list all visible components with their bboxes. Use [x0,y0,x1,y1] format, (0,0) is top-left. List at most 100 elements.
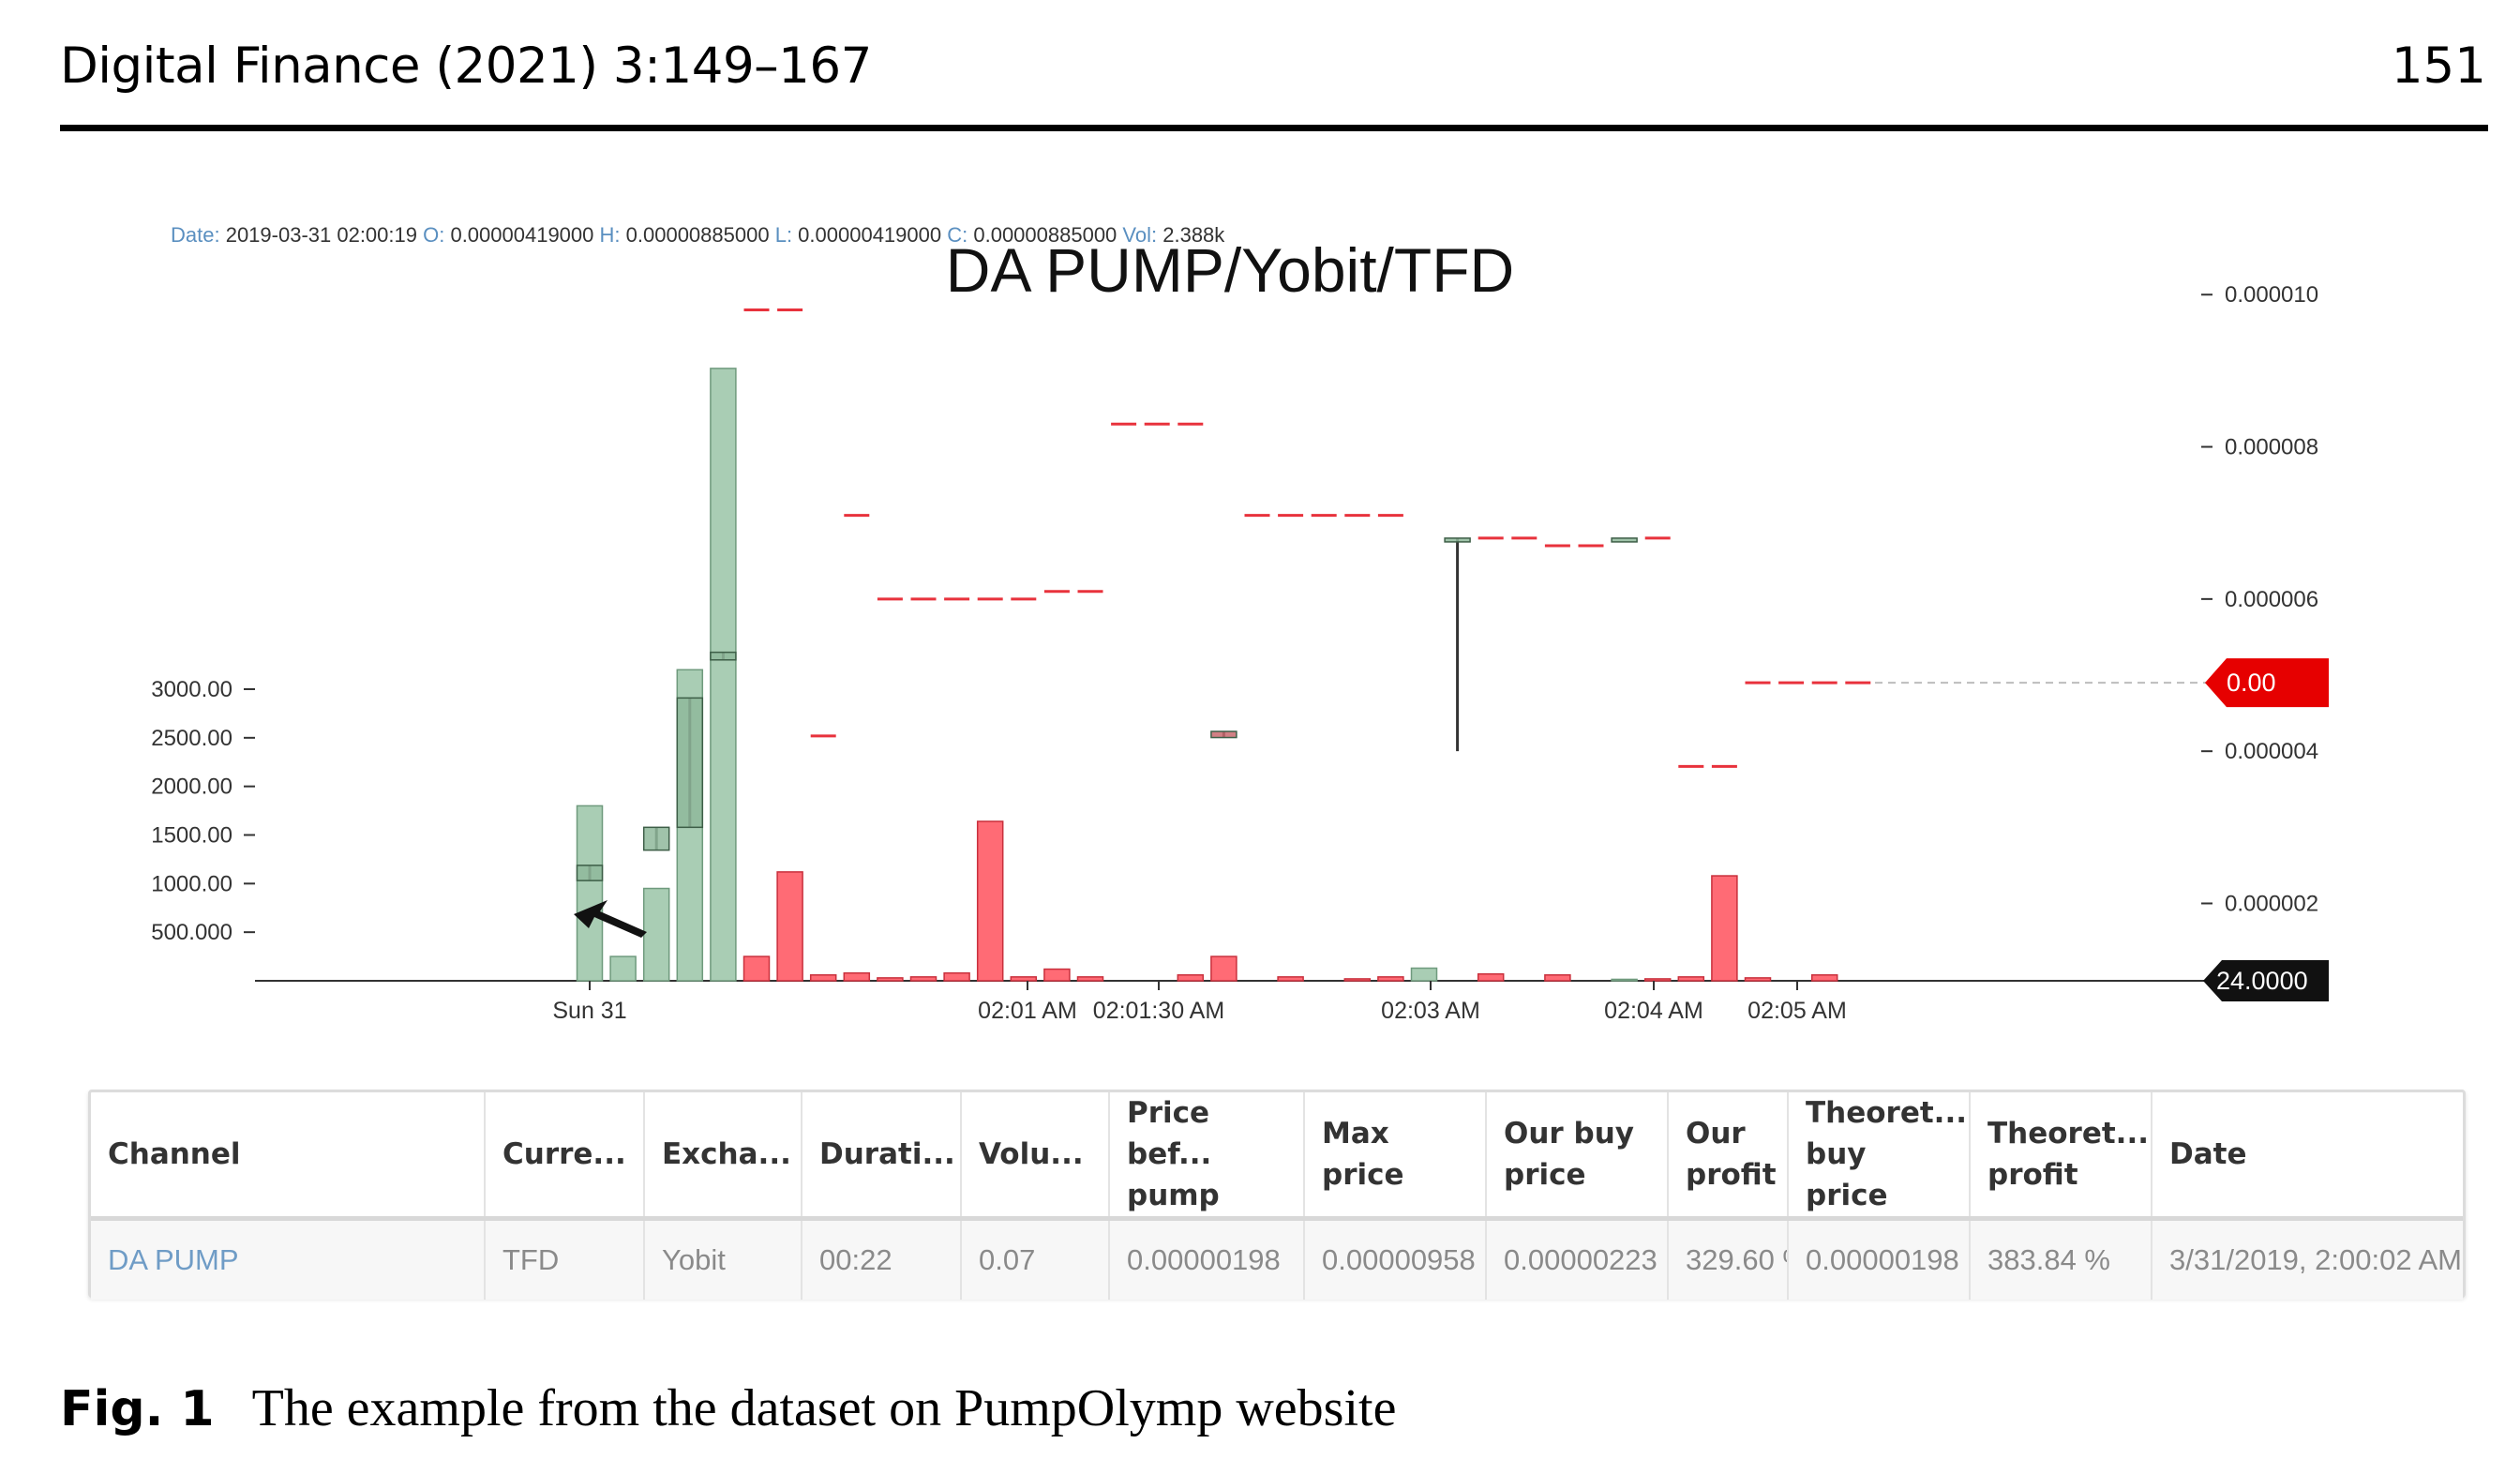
pump-table: Channel Curre... Excha... Durati... Volu... P… [88,1090,2466,1300]
table-cell: Yobit [644,1218,802,1300]
volume-bar [1711,875,1738,982]
info-key: H: [600,223,626,247]
volume-bar [1544,974,1571,982]
volume-bar [576,805,604,982]
info-key: Date: [171,223,226,247]
info-value: 0.00000885000 [626,223,775,247]
candlestick-chart: Date: 2019-03-31 02:00:19 O: 0.000004190… [151,223,2329,1024]
table-cell: 0.00000958 [1304,1218,1487,1300]
figure-caption: Fig. 1 The example from the dataset on Pu… [60,1378,1396,1438]
price-axis-label: 0.000006 [2225,587,2318,612]
volume-bar [642,887,670,982]
info-bar: Date: 2019-03-31 02:00:19 O: 0.000004190… [171,223,1225,247]
volume-bar [1277,976,1304,982]
candle-body [576,865,604,881]
info-value: 0.00000419000 [798,223,947,247]
x-tick-label: 02:01:30 AM [1093,998,1224,1024]
column-header[interactable]: Excha... [644,1092,802,1221]
current-volume-tag [2203,960,2329,1001]
info-value: 0.00000885000 [973,223,1122,247]
current-volume-label: 24.0000 [2216,967,2308,995]
volume-bar [1677,976,1705,982]
volume-axis-label: 2500.00 [151,726,232,751]
cursor-arrow-icon [574,900,647,938]
caption-text: The example from the dataset on PumpOlym… [251,1379,1397,1437]
volume-bar [742,955,771,982]
column-header[interactable]: Durati... [802,1092,962,1221]
column-header[interactable]: Date [2152,1092,2463,1221]
column-header[interactable]: Our profit [1668,1092,1789,1221]
volume-bar [1010,976,1038,982]
table-cell: TFD [485,1218,645,1300]
volume-bar [976,820,1004,982]
column-header[interactable]: Price bef... pump [1109,1092,1305,1221]
volume-bar [1477,972,1505,982]
volume-bar [809,974,837,982]
volume-bar [1410,967,1438,982]
journal-citation: Digital Finance (2021) 3:149–167 [60,38,872,95]
chart-title: DA PUMP/Yobit/TFD [946,235,1514,305]
channel-link[interactable]: DA PUMP [91,1218,486,1300]
info-key: C: [947,223,973,247]
column-header[interactable]: Max price [1304,1092,1487,1221]
volume-axis-label: 1000.00 [151,871,232,896]
caption-label: Fig. 1 [60,1381,215,1437]
table-cell: 383.84 % [1970,1218,2152,1300]
volume-bar [1076,976,1104,982]
price-axis-label: 0.000002 [2225,891,2318,916]
volume-bar [877,977,904,982]
candle-body [1444,537,1471,543]
table-cell: 329.60 % [1668,1218,1789,1300]
info-value: 2019-03-31 02:00:19 [226,223,423,247]
column-header[interactable]: Theoret... buy price [1788,1092,1971,1221]
table-header-row: Channel Curre... Excha... Durati... Volu... P… [91,1092,2463,1221]
page-number: 151 [2391,38,2486,95]
table-cell: 0.07 [961,1218,1110,1300]
volume-bar [943,971,970,982]
volume-bar [1611,978,1638,982]
candle-body [710,651,737,661]
current-price-tag [2205,658,2329,708]
table-cell: 0.00000223 [1486,1218,1669,1300]
header-rule [60,125,2488,131]
table-cell: 0.00000198 [1788,1218,1971,1300]
volume-bar [1744,977,1772,982]
volume-bar [1643,978,1672,982]
volume-axis-label: 1500.00 [151,823,232,849]
column-header[interactable]: Theoret... profit [1970,1092,2152,1221]
info-value: 2.388k [1162,223,1225,247]
info-key: O: [423,223,450,247]
price-axis-label: 0.000008 [2225,435,2318,460]
volume-axis-label: 500.000 [151,920,232,945]
volume-bar [1343,978,1372,982]
table-cell: 0.00000198 [1109,1218,1305,1300]
x-tick-label: 02:03 AM [1381,998,1480,1024]
current-price-label: 0.00 [2227,669,2276,697]
candle-body [1210,730,1238,739]
info-value: 0.00000419000 [450,223,599,247]
x-tick-label: 02:05 AM [1748,998,1847,1024]
column-header[interactable]: Channel [91,1092,486,1221]
info-key: Vol: [1122,223,1162,247]
volume-bar [1177,974,1205,982]
page-header: Digital Finance (2021) 3:149–167 151 [60,28,2486,131]
column-header[interactable]: Our buy price [1486,1092,1669,1221]
candle-body [642,826,670,851]
figure: Date: 2019-03-31 02:00:19 O: 0.000004190… [0,188,2520,1313]
price-axis-label: 0.000004 [2225,739,2318,764]
candle-body [676,697,704,829]
table-row[interactable]: DA PUMP TFD Yobit 00:22 0.07 0.00000198 0.0000… [91,1218,2463,1300]
column-header[interactable]: Curre... [485,1092,645,1221]
volume-bar [776,871,803,982]
volume-bar [843,971,871,982]
volume-bar [1377,976,1404,982]
price-axis-label: 0.000010 [2225,282,2318,308]
info-key: L: [775,223,798,247]
column-header[interactable]: Volu... [961,1092,1110,1221]
volume-bar [1043,968,1071,982]
x-tick-label: 02:01 AM [978,998,1077,1024]
volume-bar [710,368,737,982]
volume-bar [1210,955,1238,982]
volume-axis-label: 2000.00 [151,775,232,800]
table-cell: 00:22 [802,1218,962,1300]
